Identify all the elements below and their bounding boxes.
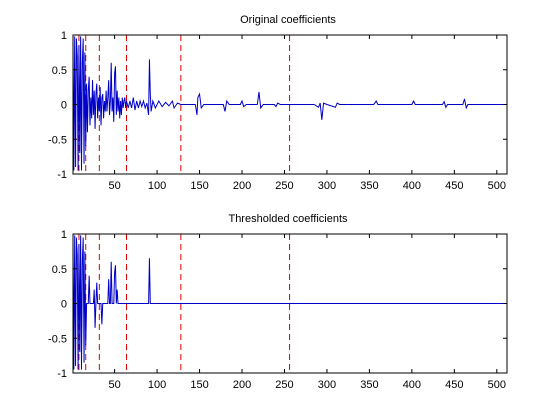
y-tick-label: -1	[57, 169, 67, 181]
x-tick-label: 450	[445, 180, 463, 192]
x-tick-label: 250	[275, 180, 293, 192]
y-tick-label: 0	[61, 100, 67, 112]
x-tick-label: 50	[108, 180, 120, 192]
axes-original: Original coefficients 50 100 150 200 250 300 3…	[48, 14, 508, 192]
x-tick-label: 350	[360, 180, 378, 192]
ticks-original: 50 100 150 200 250 300 350 400 450 500 -1 -0.5 0 0.5 1	[48, 30, 507, 192]
x-tick-label: 400	[403, 379, 421, 391]
x-tick-label: 450	[445, 379, 463, 391]
x-tick-label: 200	[233, 379, 251, 391]
x-tick-label: 100	[148, 379, 166, 391]
x-tick-label: 250	[275, 379, 293, 391]
x-tick-label: 200	[233, 180, 251, 192]
axes-thresholded: Thresholded coefficients 50 100 150 200 250 3…	[48, 213, 508, 391]
y-tick-label: 0.5	[52, 65, 67, 77]
x-tick-label: 500	[488, 379, 506, 391]
x-tick-label: 400	[403, 180, 421, 192]
x-tick-label: 150	[190, 180, 208, 192]
x-tick-label: 300	[318, 180, 336, 192]
x-tick-label: 50	[108, 379, 120, 391]
y-tick-label: -0.5	[48, 134, 67, 146]
x-tick-label: 300	[318, 379, 336, 391]
y-tick-label: -0.5	[48, 333, 67, 345]
y-tick-label: 0	[61, 299, 67, 311]
y-tick-label: -1	[57, 368, 67, 380]
series-line-thresholded	[72, 235, 507, 370]
title-original: Original coefficients	[240, 14, 336, 26]
y-tick-label: 0.5	[52, 264, 67, 276]
x-tick-label: 500	[488, 180, 506, 192]
title-thresholded: Thresholded coefficients	[228, 213, 348, 225]
x-tick-label: 150	[190, 379, 208, 391]
series-line-original	[72, 36, 507, 171]
ticks-thresholded: 50 100 150 200 250 300 350 400 450 500 -1 -0.5 0 0.5 1	[48, 229, 507, 391]
x-tick-label: 350	[360, 379, 378, 391]
x-tick-label: 100	[148, 180, 166, 192]
y-tick-label: 1	[61, 30, 67, 42]
y-tick-label: 1	[61, 229, 67, 241]
